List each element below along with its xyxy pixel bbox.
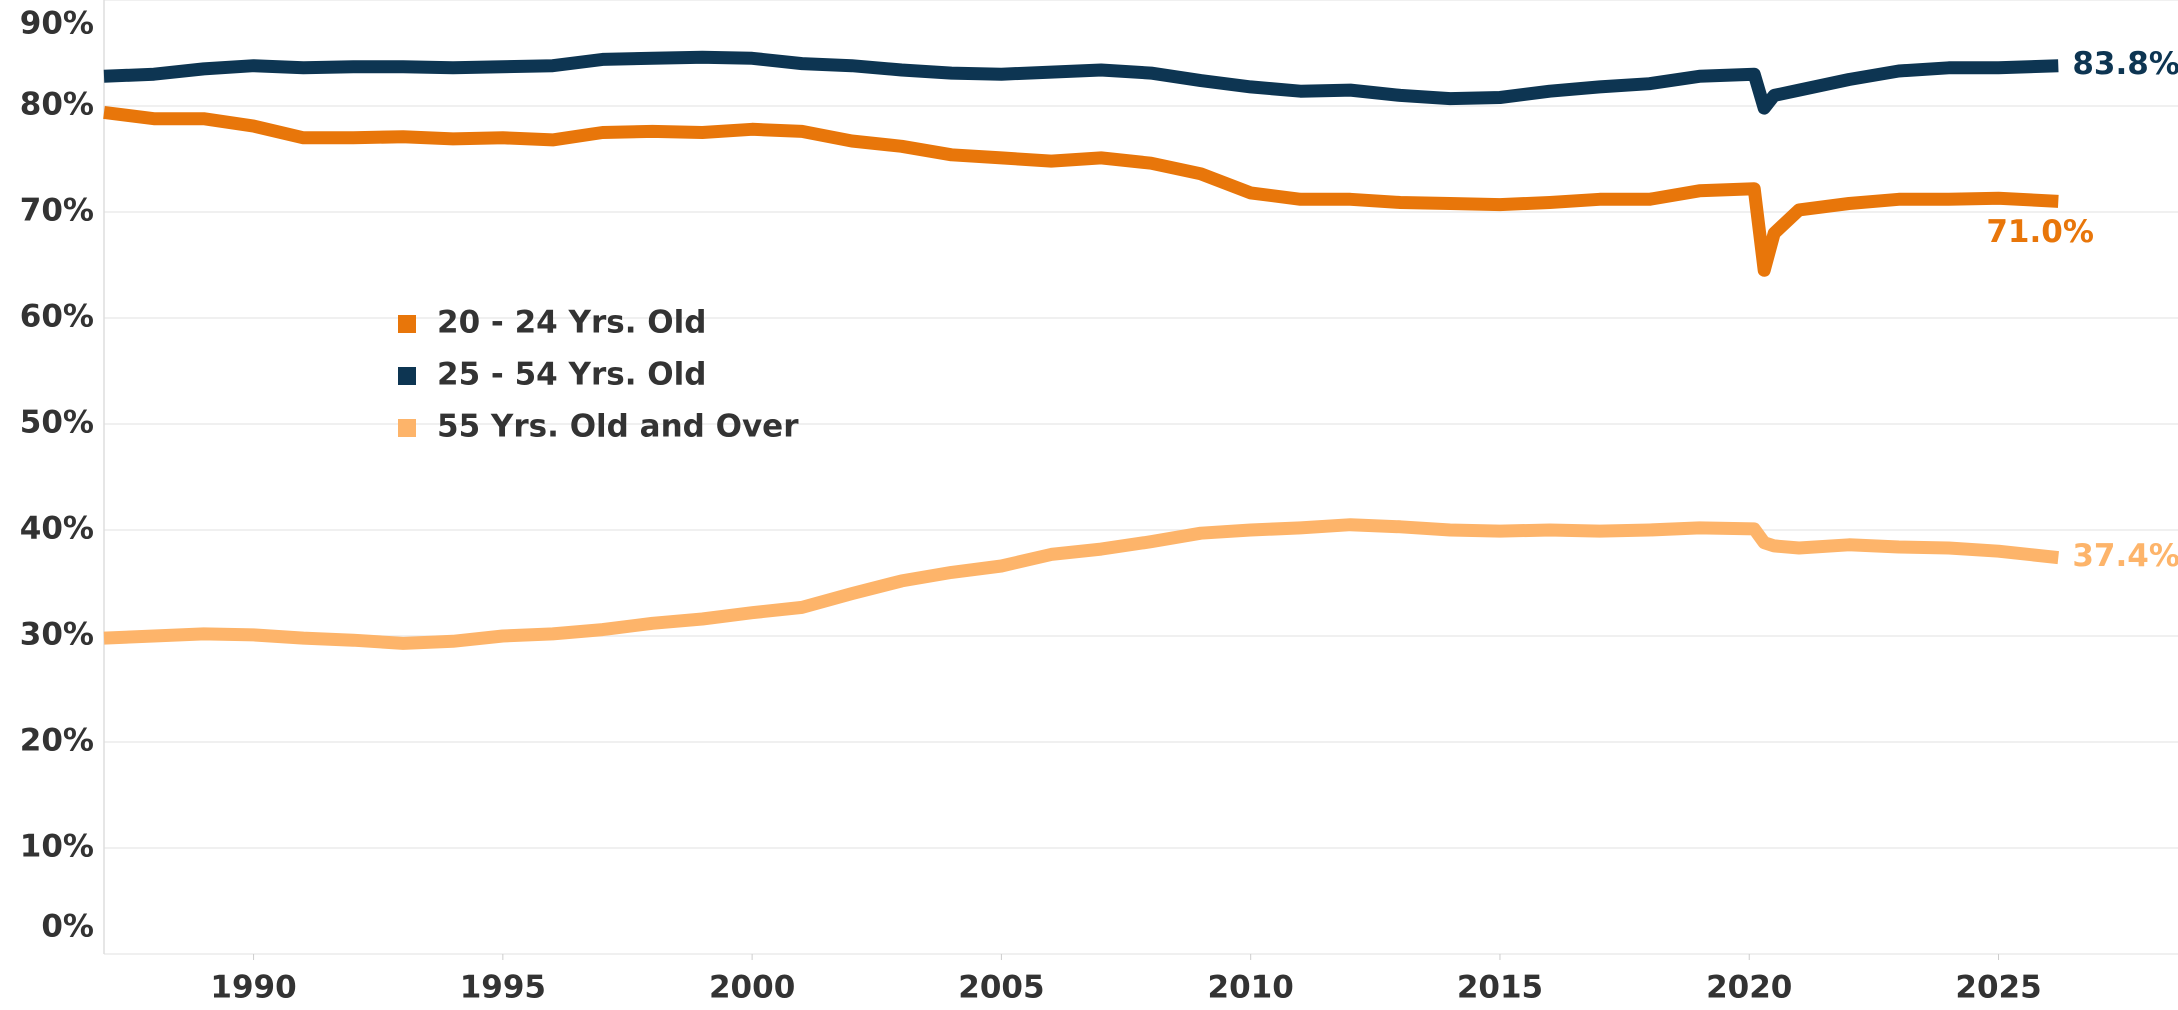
end-label: 83.8% (2072, 46, 2178, 82)
x-tick-label: 2005 (958, 970, 1044, 1006)
y-tick-label: 90% (20, 6, 94, 42)
series-line (103, 105, 2059, 277)
x-tick-label: 2015 (1457, 970, 1543, 1006)
y-tick-label: 0% (41, 909, 94, 945)
series-line (103, 50, 2059, 115)
y-tick-label: 20% (20, 723, 94, 759)
x-tick-label: 2000 (709, 970, 795, 1006)
y-tick-label: 70% (20, 193, 94, 229)
x-tick-label: 1990 (210, 970, 296, 1006)
end-label: 37.4% (2072, 538, 2178, 574)
x-tick-label: 2010 (1208, 970, 1294, 1006)
y-tick-label: 10% (20, 829, 94, 865)
legend-swatch (398, 419, 416, 437)
x-tick-label: 2020 (1706, 970, 1792, 1006)
y-tick-label: 50% (20, 405, 94, 441)
y-tick-label: 30% (20, 617, 94, 653)
y-tick-label: 40% (20, 511, 94, 547)
legend-label: 55 Yrs. Old and Over (437, 409, 799, 445)
legend-swatch (398, 367, 416, 385)
legend-label: 20 - 24 Yrs. Old (437, 305, 706, 341)
x-tick-label: 2025 (1955, 970, 2041, 1006)
x-tick-label: 1995 (460, 970, 546, 1006)
legend-swatch (398, 315, 416, 333)
y-tick-label: 80% (20, 87, 94, 123)
legend-label: 25 - 54 Yrs. Old (437, 357, 706, 393)
y-tick-label: 60% (20, 299, 94, 335)
end-label: 71.0% (1986, 214, 2094, 250)
series-line (103, 518, 2059, 650)
